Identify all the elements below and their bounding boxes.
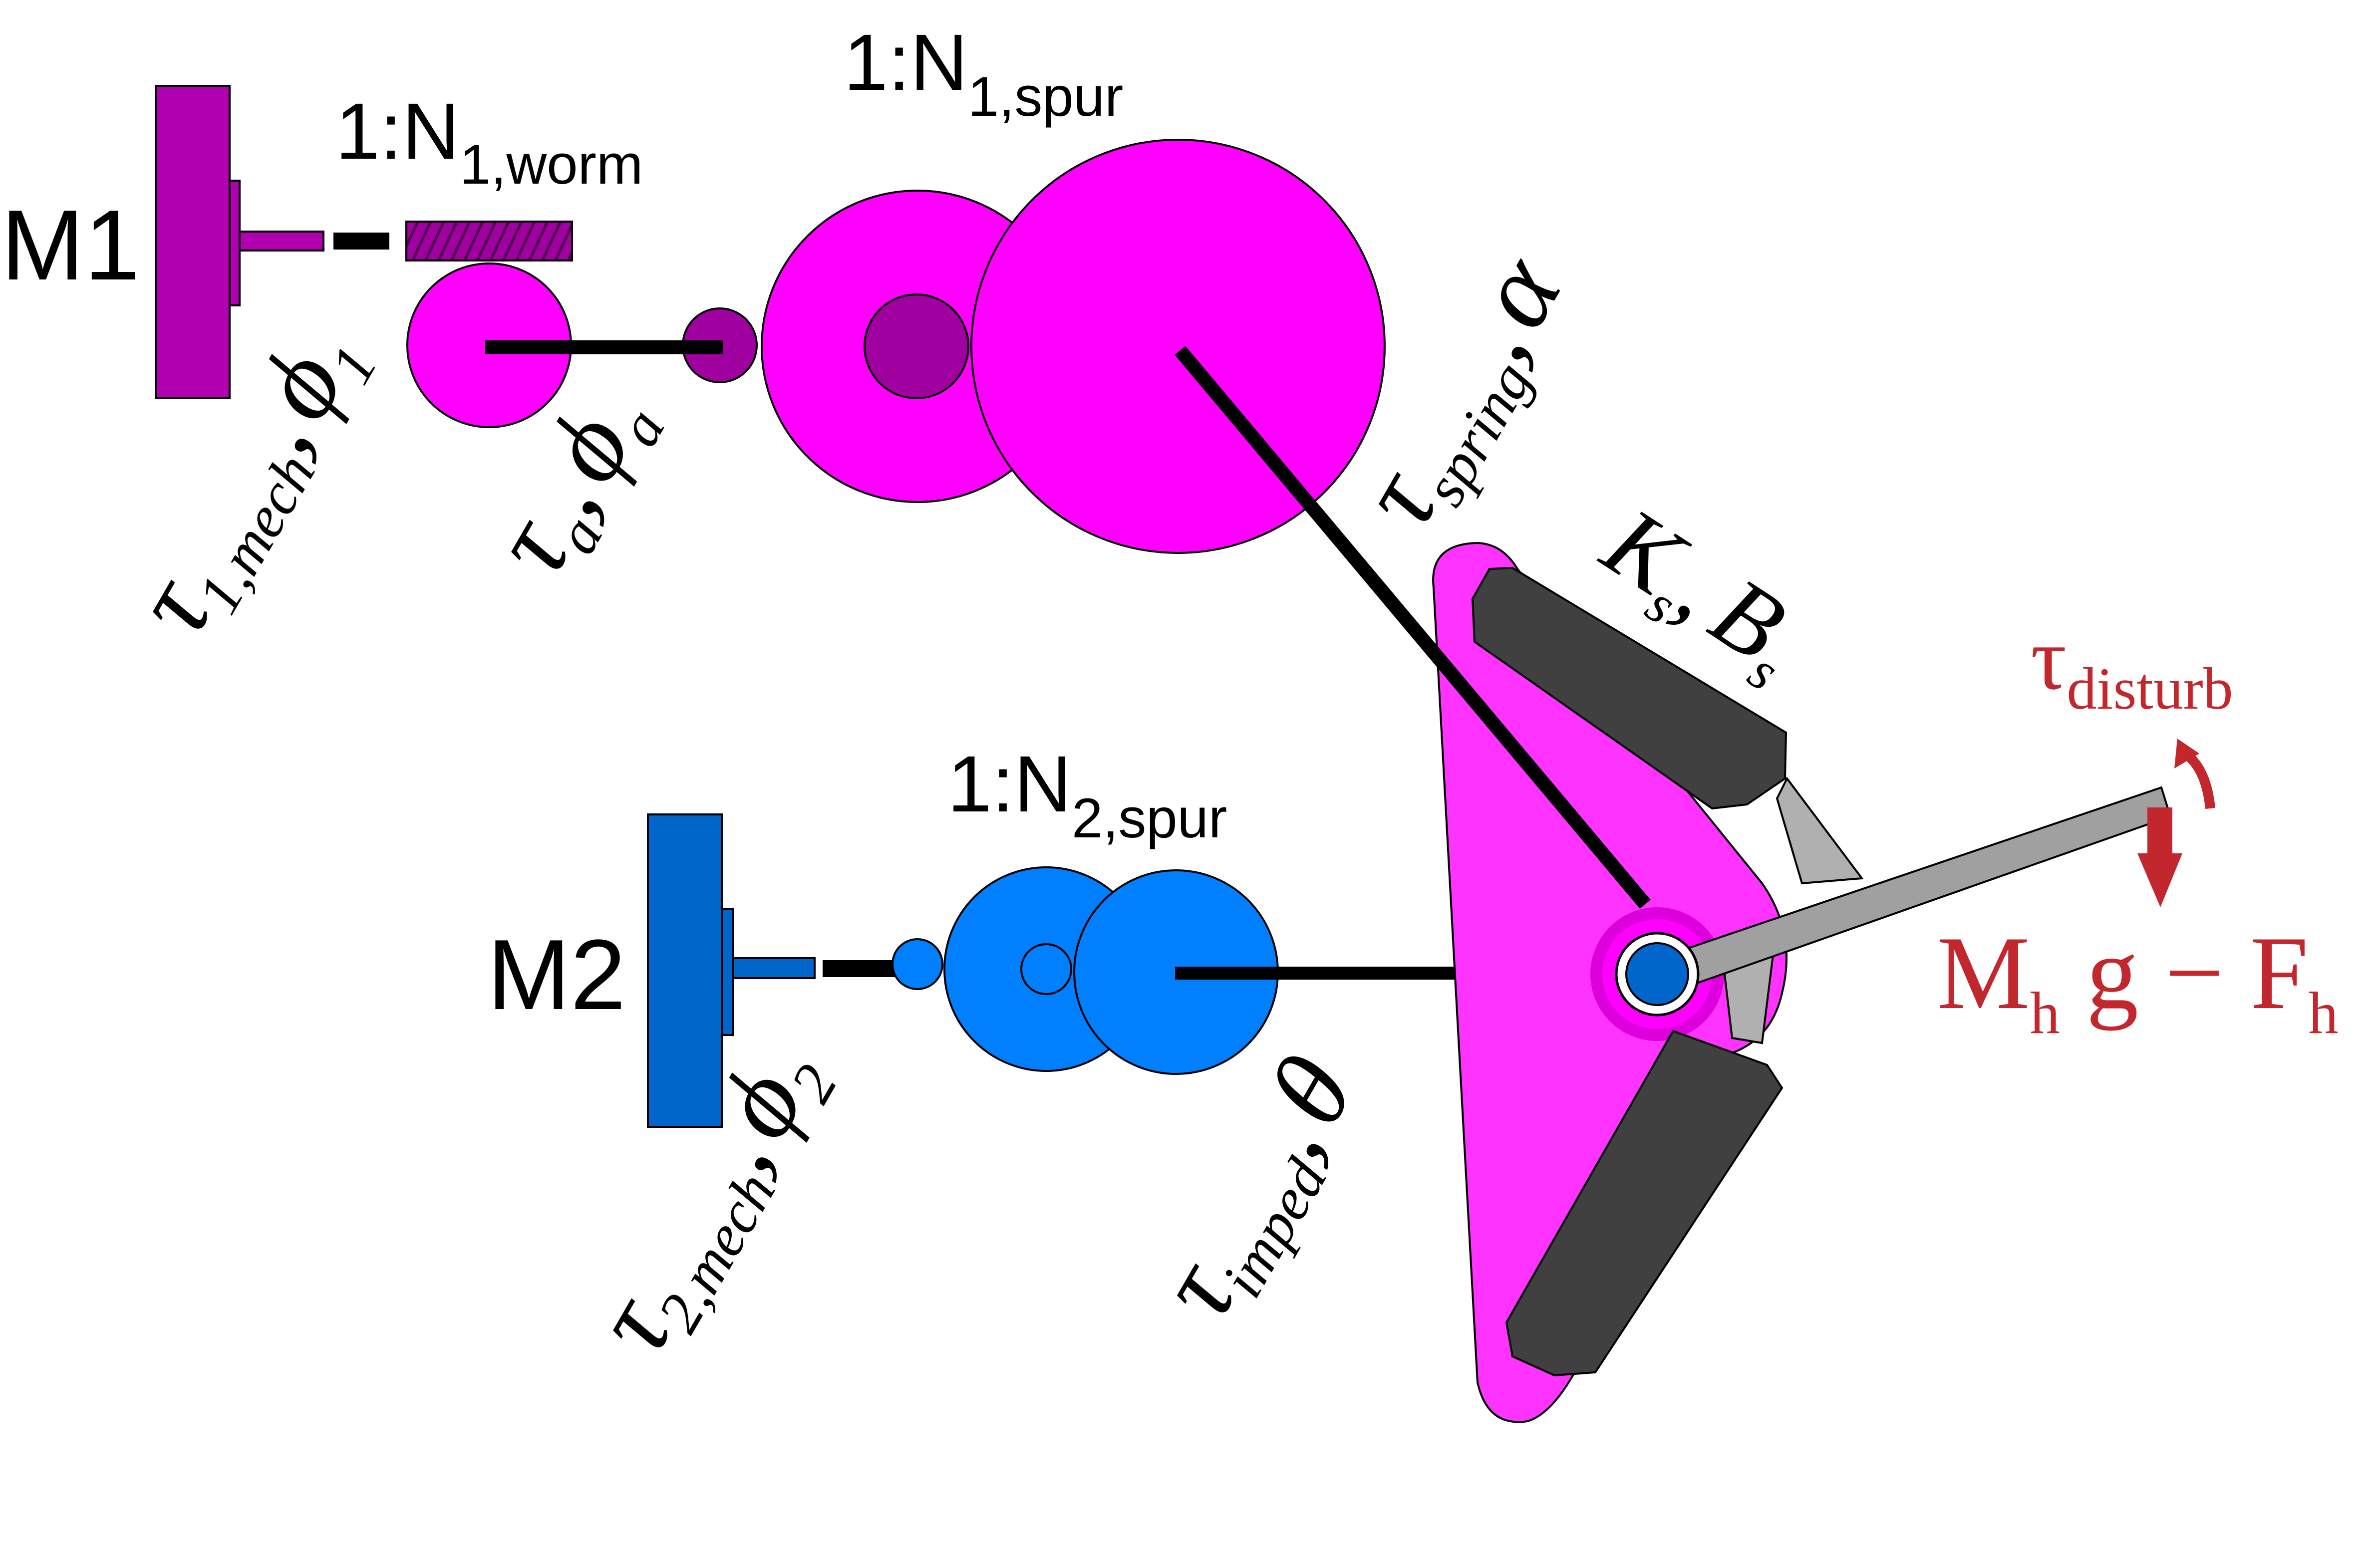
f-h-sub: h xyxy=(2308,980,2338,1046)
output-joint-core xyxy=(1625,942,1689,1006)
tau-2-sub: 2,mech xyxy=(644,1161,788,1343)
motor-1-housing xyxy=(155,85,231,399)
tau-1-sub: 1,mech xyxy=(184,443,327,624)
spur-gear-2-hub xyxy=(1020,943,1072,995)
curved-arrow-icon xyxy=(2182,749,2215,809)
tau-imped-label: τimped,θ xyxy=(1133,1036,1385,1342)
curved-arrow-head xyxy=(2174,739,2199,769)
motor-2-shaft xyxy=(732,957,816,979)
spur-2-ratio-prefix: 1:N xyxy=(947,739,1072,828)
worm-ratio-sub: 1,worm xyxy=(460,133,643,196)
worm-screw xyxy=(405,221,573,261)
load-force-label: Mh g − Fh xyxy=(1937,915,2338,1046)
spring-damper-block-lower xyxy=(1505,1030,1784,1377)
motor-1-flange xyxy=(229,180,241,306)
tau-imped-sub: imped xyxy=(1208,1147,1339,1307)
tau-1-mech-label: τ1,mech,ϕ1 xyxy=(109,303,389,658)
spur-gear-1-hub xyxy=(864,293,969,399)
g-minus-f: g − F xyxy=(2060,915,2309,1031)
motor-2-label: M2 xyxy=(487,919,626,1031)
motor-1-group xyxy=(155,85,324,399)
spring-attach-upper xyxy=(1776,776,1864,885)
down-arrow-shaft xyxy=(2147,807,2172,855)
down-arrow-icon xyxy=(2137,853,2182,907)
spur-2-ratio-label: 1:N2,spur xyxy=(947,739,1227,849)
tau-spring-sub: spring xyxy=(1410,351,1544,517)
m-h-sub: h xyxy=(2030,980,2060,1046)
spur-2-ratio-sub: 2,spur xyxy=(1072,787,1227,849)
spring-damper-block-upper xyxy=(1471,566,1787,810)
tau-2-mech-label: τ2,mech,ϕ2 xyxy=(569,1022,850,1377)
coupling-1 xyxy=(333,233,389,250)
worm-ratio-label: 1:N1,worm xyxy=(335,86,643,196)
pinion-2 xyxy=(892,938,943,990)
motor-2-group xyxy=(647,813,816,1128)
motor-2-housing xyxy=(647,813,723,1128)
m-h-symbol: M xyxy=(1937,915,2030,1031)
spur-1-ratio-prefix: 1:N xyxy=(844,17,968,107)
tau-disturb-sub: disturb xyxy=(2067,655,2233,722)
spring-link xyxy=(1175,345,1651,909)
motor-1-label: M1 xyxy=(1,190,140,301)
motor-2-flange xyxy=(721,908,734,1036)
tau-disturb-symbol: τ xyxy=(2031,609,2067,708)
spur-1-ratio-label: 1:N1,spur xyxy=(844,17,1123,128)
motor-1-shaft xyxy=(239,231,324,252)
spur-gear-1-large xyxy=(970,139,1386,554)
tau-disturb-label: τdisturb xyxy=(2031,609,2233,722)
worm-ratio-prefix: 1:N xyxy=(335,86,460,176)
spur-1-ratio-sub: 1,spur xyxy=(968,65,1123,128)
